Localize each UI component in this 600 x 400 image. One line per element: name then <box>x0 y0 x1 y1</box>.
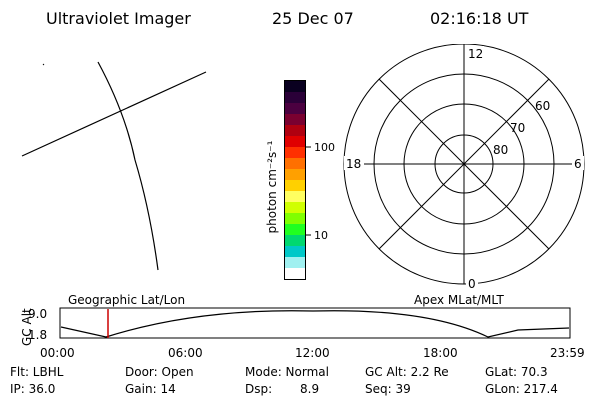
seq-field: Seq: 39 <box>365 382 411 396</box>
timeline-left-label: Geographic Lat/Lon <box>68 293 186 307</box>
instrument-title: Ultraviolet Imager <box>46 9 191 28</box>
time-label: 02:16:18 UT <box>430 9 529 28</box>
colorbar-segment <box>285 147 305 158</box>
lat-label-60: 60 <box>535 99 550 113</box>
date-label: 25 Dec 07 <box>272 9 354 28</box>
parallel-line <box>21 71 207 157</box>
colorbar-segment <box>285 202 305 213</box>
colorbar <box>284 80 306 280</box>
colorbar-axis: 100 10 <box>306 141 335 242</box>
colorbar-segment <box>285 103 305 114</box>
colorbar-segment <box>285 180 305 191</box>
colorbar-segment <box>285 158 305 169</box>
timeline-y-min: 1.8 <box>28 328 48 342</box>
mlt-label-18: 18 <box>346 157 361 171</box>
colorbar-unit-label: photon cm⁻²s⁻¹ <box>265 140 279 234</box>
timeline-tick-1200: 12:00 <box>295 346 330 360</box>
gc-alt-field: GC Alt: 2.2 Re <box>365 365 449 379</box>
ip-field: IP: 36.0 <box>10 382 56 396</box>
meridian-line <box>97 61 159 271</box>
colorbar-segment <box>285 125 305 136</box>
mlt-label-6: 6 <box>574 157 582 171</box>
colorbar-segment <box>285 114 305 125</box>
dsp-value: 8.9 <box>300 382 320 396</box>
colorbar-segment <box>285 92 305 103</box>
colorbar-segment <box>285 191 305 202</box>
colorbar-segment <box>285 257 305 268</box>
colorbar-segment <box>285 268 305 279</box>
colorbar-tick-100: 100 <box>314 141 335 154</box>
timeline-tick-0600: 06:00 <box>168 346 203 360</box>
altitude-curve <box>60 310 570 338</box>
lat-label-70: 70 <box>510 121 525 135</box>
door-field: Door: Open <box>125 365 194 379</box>
dsp-label: Dsp: <box>245 382 273 396</box>
lat-label-80: 80 <box>493 143 508 157</box>
glat-field: GLat: 70.3 <box>485 365 548 379</box>
colorbar-segment <box>285 213 305 224</box>
timeline-tick-2359: 23:59 <box>550 346 585 360</box>
geographic-grid-panel <box>21 61 207 271</box>
colorbar-segment <box>285 246 305 257</box>
mode-field: Mode: Normal <box>245 365 329 379</box>
timeline-tick-0000: 00:00 <box>40 346 75 360</box>
colorbar-segment <box>285 235 305 246</box>
glon-field: GLon: 217.4 <box>485 382 558 396</box>
flt-field: Flt: LBHL <box>10 365 64 379</box>
mlt-label-0: 0 <box>468 277 476 291</box>
colorbar-segment <box>285 136 305 147</box>
colorbar-segment <box>285 224 305 235</box>
timeline-right-label: Apex MLat/MLT <box>414 293 504 307</box>
colorbar-segment <box>285 81 305 92</box>
gain-field: Gain: 14 <box>125 382 176 396</box>
mlt-label-12: 12 <box>468 47 483 61</box>
timeline-plot <box>59 307 571 339</box>
colorbar-segment <box>285 169 305 180</box>
grid-dot <box>42 63 45 66</box>
polar-plot: 12 0 18 6 60 70 80 <box>343 44 585 291</box>
timeline-y-max: 9.0 <box>28 307 48 321</box>
colorbar-tick-10: 10 <box>314 229 328 242</box>
timeline-tick-1800: 18:00 <box>423 346 458 360</box>
